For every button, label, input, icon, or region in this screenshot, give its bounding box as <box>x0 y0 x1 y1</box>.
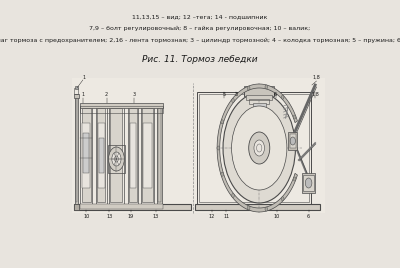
Bar <box>83 133 90 173</box>
Circle shape <box>221 120 224 124</box>
Bar <box>98 123 104 188</box>
Polygon shape <box>217 84 298 212</box>
Bar <box>76 98 77 202</box>
Bar <box>129 108 137 202</box>
Circle shape <box>293 177 296 181</box>
Text: 1 – рычаг тормоза с предохранителем; 2,16 - лента тормозная; 3 – цилиндр тормозн: 1 – рычаг тормоза с предохранителем; 2,1… <box>0 38 400 43</box>
Bar <box>142 108 153 202</box>
Bar <box>72 78 325 213</box>
Bar <box>80 103 163 108</box>
Circle shape <box>112 152 121 166</box>
Text: 5: 5 <box>222 92 225 97</box>
Text: 6: 6 <box>274 92 277 97</box>
Text: 1,8: 1,8 <box>313 75 320 80</box>
Bar <box>75 86 78 89</box>
Text: 10: 10 <box>274 214 280 219</box>
Text: 2: 2 <box>105 92 108 97</box>
Bar <box>197 92 310 204</box>
Text: 6: 6 <box>307 214 310 219</box>
Bar <box>82 123 90 188</box>
Text: 12: 12 <box>209 214 215 219</box>
Circle shape <box>265 85 268 89</box>
Bar <box>75 96 78 204</box>
Bar <box>290 134 296 148</box>
Text: 3: 3 <box>133 92 136 97</box>
Bar <box>253 103 266 108</box>
Circle shape <box>281 197 284 201</box>
Circle shape <box>223 93 296 203</box>
Circle shape <box>232 193 234 198</box>
Bar <box>130 123 136 188</box>
Bar <box>143 123 152 188</box>
Bar <box>97 108 105 202</box>
Text: 1,8: 1,8 <box>311 92 319 97</box>
Circle shape <box>249 132 270 164</box>
Text: 11,13,15 – вид; 12 –тега; 14 - подшипник: 11,13,15 – вид; 12 –тега; 14 - подшипник <box>132 14 268 20</box>
Bar <box>74 204 191 210</box>
Circle shape <box>217 146 220 150</box>
Text: 1: 1 <box>81 92 84 97</box>
Circle shape <box>247 206 250 210</box>
Bar <box>303 175 314 191</box>
Text: 3: 3 <box>235 92 238 97</box>
Text: 19: 19 <box>128 214 134 219</box>
Bar <box>156 106 162 204</box>
Bar <box>96 106 106 204</box>
Bar <box>110 108 122 202</box>
Circle shape <box>293 115 296 119</box>
Bar <box>244 86 274 96</box>
Text: 13: 13 <box>153 214 159 219</box>
Bar <box>99 138 104 173</box>
Circle shape <box>265 207 268 211</box>
Bar <box>128 106 138 204</box>
Circle shape <box>281 95 284 99</box>
Bar <box>109 106 124 204</box>
Text: 10: 10 <box>83 214 89 219</box>
Bar <box>288 132 298 150</box>
Bar <box>249 99 269 104</box>
Circle shape <box>108 147 124 171</box>
Bar <box>108 145 125 173</box>
Text: 1: 1 <box>83 75 86 80</box>
Bar <box>141 106 154 204</box>
Bar <box>80 106 163 113</box>
Bar <box>74 204 79 210</box>
Bar <box>302 173 315 193</box>
Text: 11: 11 <box>223 214 230 219</box>
Circle shape <box>254 140 264 156</box>
Bar <box>74 88 78 94</box>
Circle shape <box>232 106 287 190</box>
Text: Рис. 11. Тормоз лебедки: Рис. 11. Тормоз лебедки <box>142 55 258 65</box>
Bar <box>80 204 163 209</box>
Bar <box>82 108 91 202</box>
Circle shape <box>232 99 234 102</box>
Text: 7,9 – болт регулировочный; 8 – гайка регулировочная; 10 – валик;: 7,9 – болт регулировочный; 8 – гайка рег… <box>89 25 311 31</box>
Bar <box>80 106 92 204</box>
Bar <box>199 94 309 202</box>
Circle shape <box>305 178 312 188</box>
Bar <box>195 204 320 210</box>
Circle shape <box>247 86 250 90</box>
Text: 13: 13 <box>106 214 112 219</box>
Circle shape <box>221 172 224 176</box>
Circle shape <box>290 137 296 145</box>
Bar <box>158 108 160 202</box>
Bar <box>246 95 272 100</box>
Bar <box>74 94 79 98</box>
